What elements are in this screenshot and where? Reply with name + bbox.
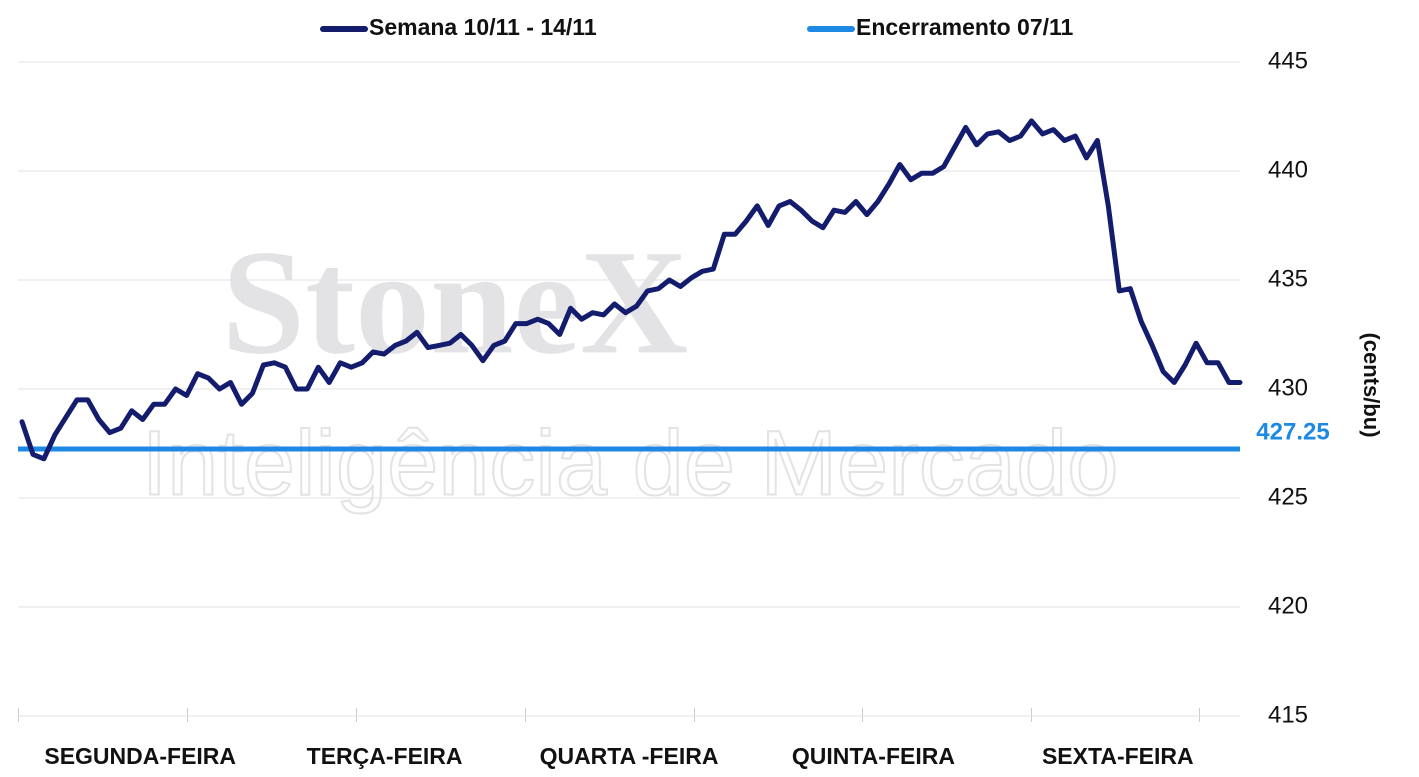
y-axis-label: (cents/bu) xyxy=(1359,332,1384,437)
y-tick-label: 425 xyxy=(1268,483,1308,510)
y-tick-label: 430 xyxy=(1268,374,1308,401)
line xyxy=(19,118,1243,462)
x-tick-label: QUARTA -FEIRA xyxy=(540,743,719,769)
y-tick-label: 435 xyxy=(1268,265,1308,292)
x-tick-label: QUINTA-FEIRA xyxy=(792,743,955,769)
x-ticks xyxy=(18,708,1200,722)
value-label: 427.25 xyxy=(1256,418,1329,445)
y-tick-label: 420 xyxy=(1268,592,1308,619)
x-tick-label: SEGUNDA-FEIRA xyxy=(44,743,236,769)
y-tick-label: 440 xyxy=(1268,156,1308,183)
y-tick-label: 445 xyxy=(1268,47,1308,74)
legend-label: Semana 10/11 - 14/11 xyxy=(369,14,597,40)
legend-label: Encerramento 07/11 xyxy=(856,14,1074,40)
x-tick-label: TERÇA-FEIRA xyxy=(307,743,463,769)
watermark: Inteligência de Mercado xyxy=(142,412,1119,514)
watermark: StoneX xyxy=(222,219,689,385)
y-tick-label: 415 xyxy=(1268,701,1308,728)
x-tick-label: SEXTA-FEIRA xyxy=(1042,743,1194,769)
